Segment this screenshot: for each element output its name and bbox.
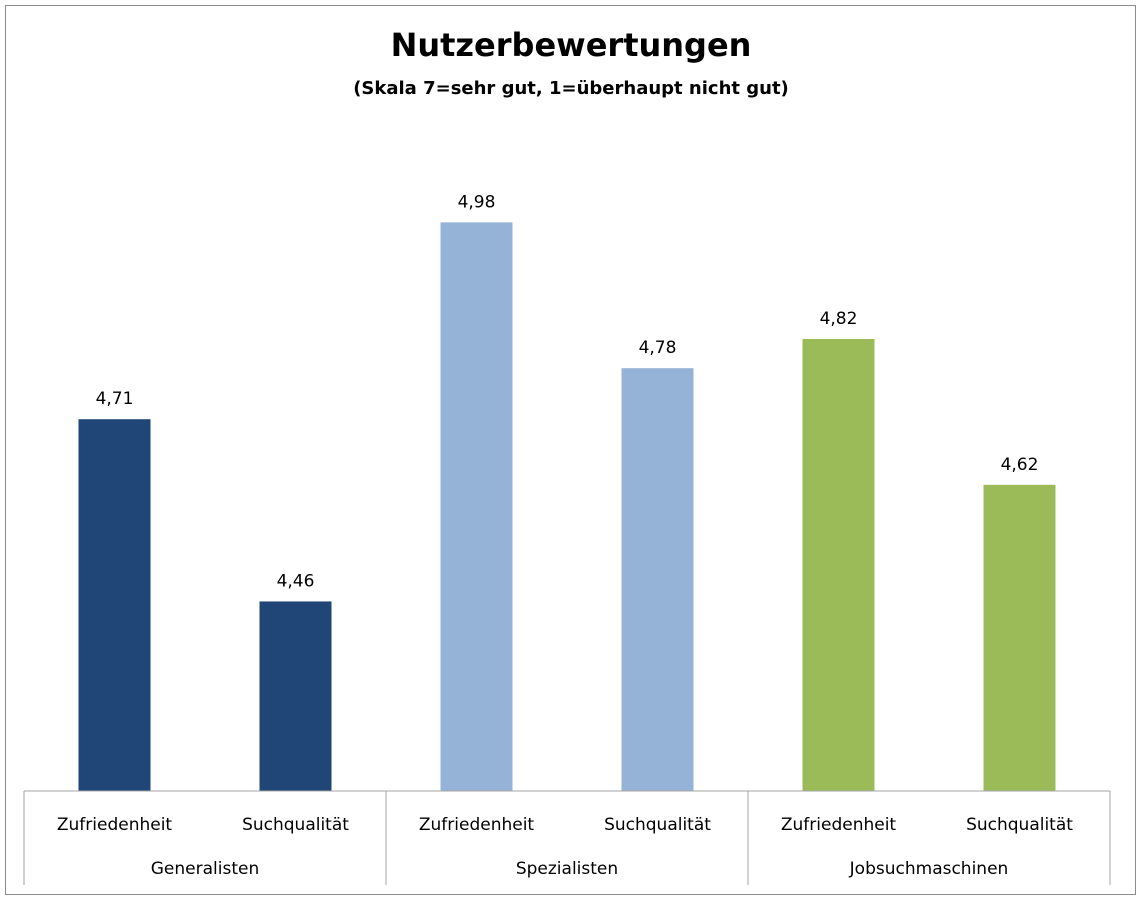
category-tick-label: Zufriedenheit [781,815,897,835]
group-label: Generalisten [151,859,259,879]
bar [259,601,332,791]
chart-subtitle: (Skala 7=sehr gut, 1=überhaupt nicht gut… [353,78,789,99]
chart-title: Nutzerbewertungen [390,26,752,64]
bar [78,419,151,791]
data-label: 4,46 [277,571,315,591]
group-label: Spezialisten [516,859,618,879]
bar [440,222,513,791]
data-label: 4,71 [96,389,134,409]
data-label: 4,62 [1001,455,1039,475]
bar [621,368,694,791]
group-label: Jobsuchmaschinen [849,859,1009,879]
category-tick-label: Suchqualität [966,815,1073,835]
category-tick-label: Suchqualität [242,815,349,835]
category-tick-label: Zufriedenheit [57,815,173,835]
data-label: 4,78 [639,338,677,358]
category-tick-label: Zufriedenheit [419,815,535,835]
category-tick-label: Suchqualität [604,815,711,835]
chart-frame [5,5,1136,895]
bar [802,339,875,791]
data-label: 4,82 [820,309,858,329]
bar [983,484,1056,791]
data-label: 4,98 [458,192,496,212]
